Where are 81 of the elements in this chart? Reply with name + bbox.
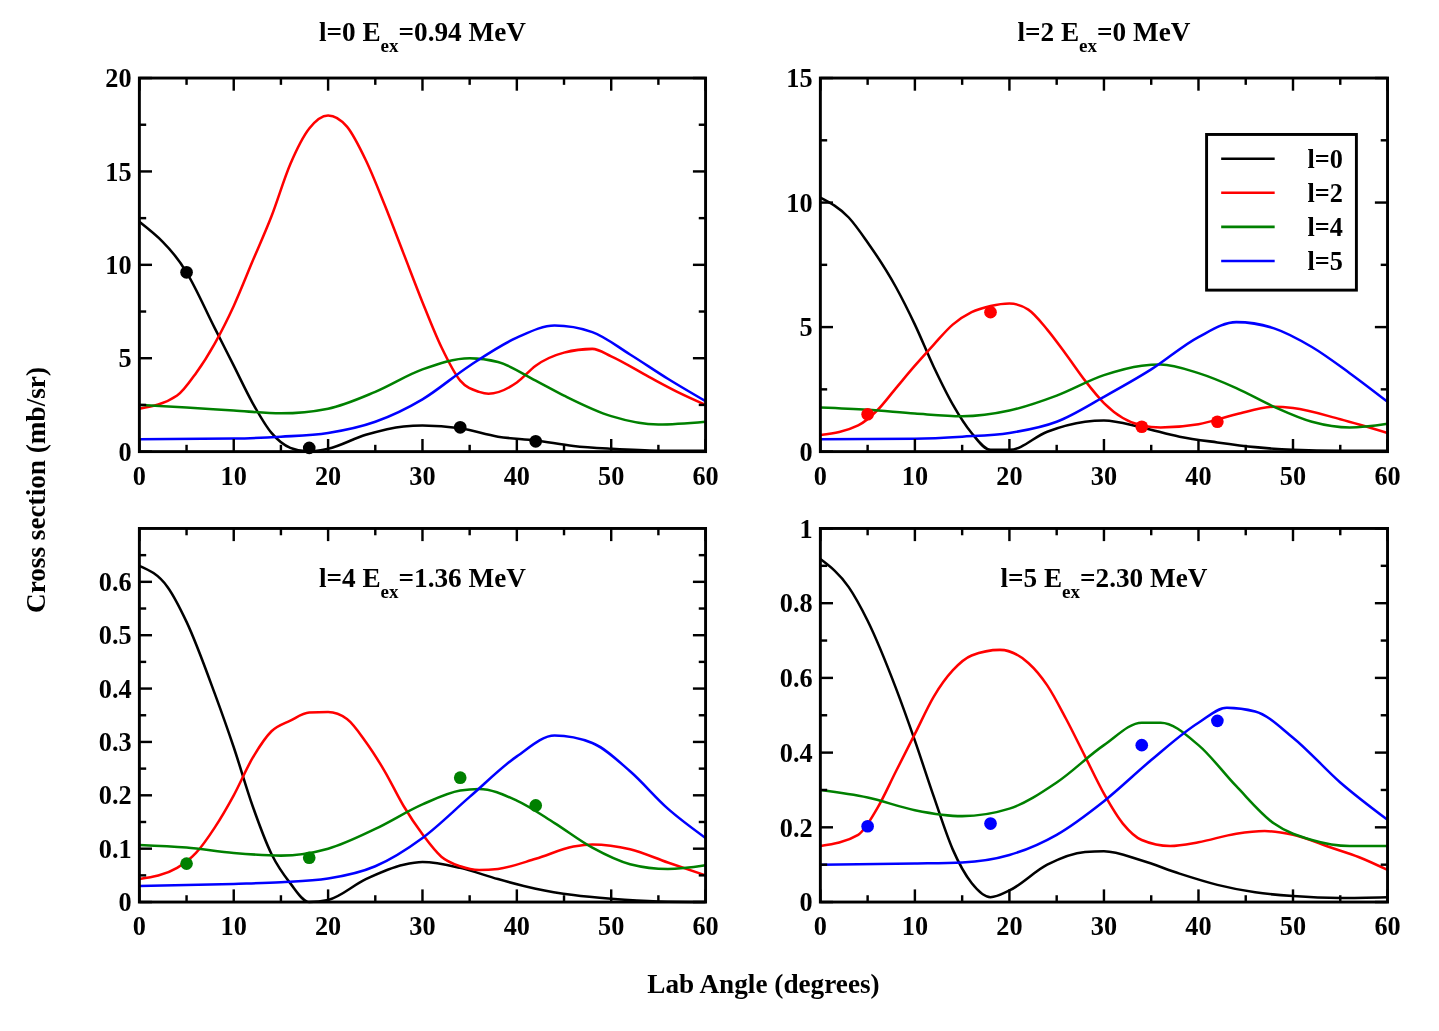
x-tick-label: 20 [314,461,342,491]
line-series [138,734,707,888]
line-series [138,710,707,881]
x-tick-label: 30 [409,912,436,942]
x-tick-label: 40 [503,461,530,491]
point [984,305,997,319]
y-tick-label: 20 [105,64,132,94]
text: l=5 E$_{ex}$=2.30 MeV [1000,562,1208,602]
x-axis-title: Lab Angle (degrees) [647,968,880,999]
y-tick-label: 0.5 [98,621,132,651]
line-series [819,302,1389,437]
x-tick-label: 40 [503,912,530,942]
legend-label: l=0 [1307,144,1343,174]
y-tick-label: 0 [118,888,132,918]
y-tick-label: 15 [105,157,132,187]
y-tick-label: 0.4 [779,738,813,768]
line-series [138,324,707,441]
x-tick-label: 30 [409,461,436,491]
point [529,435,543,448]
x-tick-label: 10 [220,461,247,491]
x-tick-label: 30 [1090,461,1118,491]
chart-title: l=2 E$_{ex}$=0 MeV [1017,17,1191,56]
line-series [819,363,1389,429]
x-tick-label: 60 [1374,912,1401,942]
x-tick-label: 40 [1185,461,1212,491]
line-series [819,648,1389,872]
point [861,407,874,421]
x-tick-label: 50 [1279,461,1307,491]
x-tick-label: 50 [598,461,625,491]
x-tick-label: 50 [598,912,625,942]
x-tick-label: 60 [692,461,719,491]
x-tick-label: 60 [1374,461,1401,491]
point [529,799,543,812]
point [302,851,316,865]
line-series [819,721,1389,848]
point [180,265,193,279]
x-tick-label: 60 [692,912,719,942]
y-tick-label: 0 [118,437,132,467]
text: l=4 E$_{ex}$=1.36 MeV [318,562,527,602]
y-tick-label: 0.2 [779,813,813,843]
line-series [138,114,707,410]
y-tick-label: 0.4 [98,674,132,704]
y-tick-label: 5 [118,344,132,374]
x-tick-label: 20 [314,912,342,942]
y-tick-label: 5 [799,313,813,343]
line-series [819,320,1389,441]
legend-label: l=5 [1307,247,1343,277]
y-tick-label: 10 [105,251,132,281]
y-tick-label: 0.3 [98,728,132,758]
x-tick-label: 20 [996,461,1023,491]
x-tick-label: 50 [1279,912,1307,942]
point [861,819,874,833]
chart-title: l=0 E$_{ex}$=0.94 MeV [318,17,527,56]
line-series [138,787,707,871]
y-tick-label: 0.8 [779,589,813,619]
point [1135,420,1149,434]
y-tick-label: 0 [799,437,813,467]
x-tick-label: 20 [996,912,1023,942]
point [984,817,997,830]
y-axis-title: Cross section (mb/sr) [21,367,52,614]
y-tick-label: 15 [786,64,813,94]
point [1211,714,1224,728]
y-tick-label: 1 [799,514,813,544]
y-tick-label: 0.1 [98,834,132,864]
x-tick-label: 10 [901,912,929,942]
x-tick-label: 30 [1090,912,1118,942]
y-tick-label: 0.6 [779,664,813,694]
point [1135,738,1149,752]
point [453,771,467,785]
y-tick-label: 0.6 [98,568,132,598]
x-tick-label: 40 [1185,912,1212,942]
point [453,421,467,434]
point [180,857,193,870]
y-tick-label: 10 [786,188,813,218]
x-tick-label: 10 [901,461,929,491]
y-tick-label: 0.2 [98,781,132,811]
x-tick-label: 10 [220,912,247,942]
y-tick-label: 0 [799,888,813,918]
legend-label: l=2 [1307,179,1343,209]
legend-label: l=4 [1307,213,1343,243]
point [1211,415,1224,429]
